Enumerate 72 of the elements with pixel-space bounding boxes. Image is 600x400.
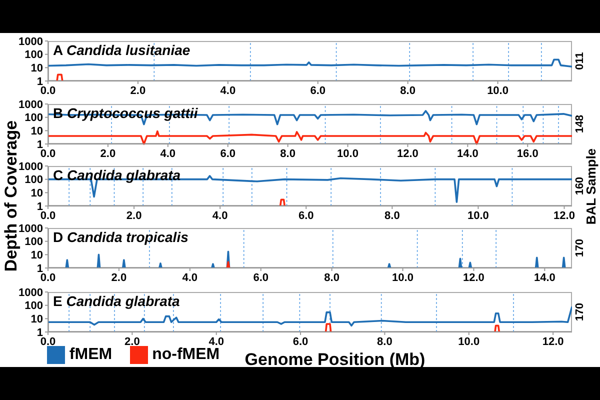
y-tick-label: 10 bbox=[30, 126, 43, 138]
x-tick-label: 10.0 bbox=[458, 336, 480, 348]
x-tick-label: 2.0 bbox=[130, 84, 146, 97]
y-tick-label: 10 bbox=[30, 188, 43, 200]
x-tick-label: 4.0 bbox=[208, 336, 224, 348]
x-tick-label: 14.0 bbox=[534, 272, 556, 284]
chart-title: Candida lusitaniae bbox=[66, 42, 190, 58]
x-tick-label: 8.0 bbox=[400, 84, 416, 97]
y-tick-label: 1 bbox=[36, 262, 43, 275]
y-tick-label: 1 bbox=[36, 200, 43, 213]
y-tick-label: 100 bbox=[24, 174, 43, 186]
y-tick-label: 1000 bbox=[18, 98, 43, 111]
x-tick-label: 8.0 bbox=[377, 336, 392, 348]
x-tick-label: 0.0 bbox=[40, 210, 56, 222]
x-tick-label: 12.0 bbox=[397, 148, 418, 160]
y-tick-label: 10 bbox=[30, 250, 43, 262]
annotation: D bbox=[53, 229, 64, 245]
x-tick-label: 8.0 bbox=[280, 148, 296, 160]
x-tick-label: 4.0 bbox=[160, 148, 176, 160]
x-tick-label: 12.0 bbox=[542, 336, 564, 348]
y-tick-label: 100 bbox=[24, 236, 43, 248]
x-tick-label: 12.0 bbox=[554, 210, 575, 222]
text: 170 bbox=[574, 302, 586, 322]
x-tick-label: 10.0 bbox=[337, 148, 358, 160]
x-tick-label: 2.0 bbox=[111, 272, 127, 284]
x-tick-label: 10.0 bbox=[487, 84, 508, 97]
x-tick-label: 10.0 bbox=[392, 272, 414, 284]
x-tick-label: 0.0 bbox=[40, 336, 56, 348]
y-tick-label: 1000 bbox=[18, 286, 43, 299]
chart-title: Candida glabrata bbox=[66, 293, 180, 309]
x-tick-label: 2.0 bbox=[124, 336, 140, 348]
x-tick-label: 10.0 bbox=[468, 210, 489, 222]
x-tick-label: 6.0 bbox=[220, 148, 236, 160]
y-tick-label: 10 bbox=[30, 62, 43, 75]
x-tick-label: 6.0 bbox=[298, 210, 314, 222]
x-tick-label: 6.0 bbox=[253, 272, 269, 284]
x-tick-label: 16.0 bbox=[516, 148, 538, 160]
x-tick-label: 8.0 bbox=[324, 272, 340, 284]
text: 170 bbox=[574, 238, 586, 258]
x-tick-label: 4.0 bbox=[182, 272, 198, 284]
x-tick-label: 6.0 bbox=[292, 336, 308, 348]
y-tick-label: 1000 bbox=[18, 36, 43, 48]
annotation: E bbox=[53, 293, 62, 309]
text: 148 bbox=[574, 114, 586, 134]
x-axis-title: Genome Position (Mb) bbox=[244, 350, 426, 369]
y-tick-label: 1 bbox=[36, 326, 43, 339]
y-tick-label: 1000 bbox=[18, 222, 43, 235]
text: 011 bbox=[574, 52, 586, 70]
y-tick-label: 1000 bbox=[18, 160, 43, 173]
x-tick-label: 14.0 bbox=[456, 148, 478, 160]
legend-label: no-fMEM bbox=[152, 346, 220, 364]
x-tick-label: 2.0 bbox=[100, 148, 116, 160]
x-tick-label: 4.0 bbox=[212, 210, 228, 222]
legend-label: fMEM bbox=[69, 346, 112, 364]
x-tick-label: 2.0 bbox=[126, 210, 142, 222]
annotation: A bbox=[53, 42, 63, 58]
x-tick-label: 12.0 bbox=[463, 272, 484, 284]
x-tick-label: 8.0 bbox=[384, 210, 400, 222]
x-tick-label: 4.0 bbox=[220, 84, 236, 97]
y2-axis-title: BAL Sample bbox=[584, 148, 598, 224]
y-tick-label: 100 bbox=[24, 49, 43, 62]
chart-title: Candida tropicalis bbox=[67, 229, 188, 245]
x-tick-label: 0.0 bbox=[40, 84, 56, 97]
x-tick-label: 0.0 bbox=[40, 148, 56, 160]
y-tick-label: 1 bbox=[36, 76, 43, 88]
y-tick-label: 100 bbox=[24, 112, 43, 124]
y-tick-label: 1 bbox=[36, 138, 43, 151]
y-tick-label: 10 bbox=[30, 314, 43, 326]
text: 160 bbox=[574, 176, 586, 196]
y-tick-label: 100 bbox=[24, 300, 43, 312]
x-tick-label: 0.0 bbox=[40, 272, 56, 284]
x-tick-label: 6.0 bbox=[310, 84, 326, 97]
